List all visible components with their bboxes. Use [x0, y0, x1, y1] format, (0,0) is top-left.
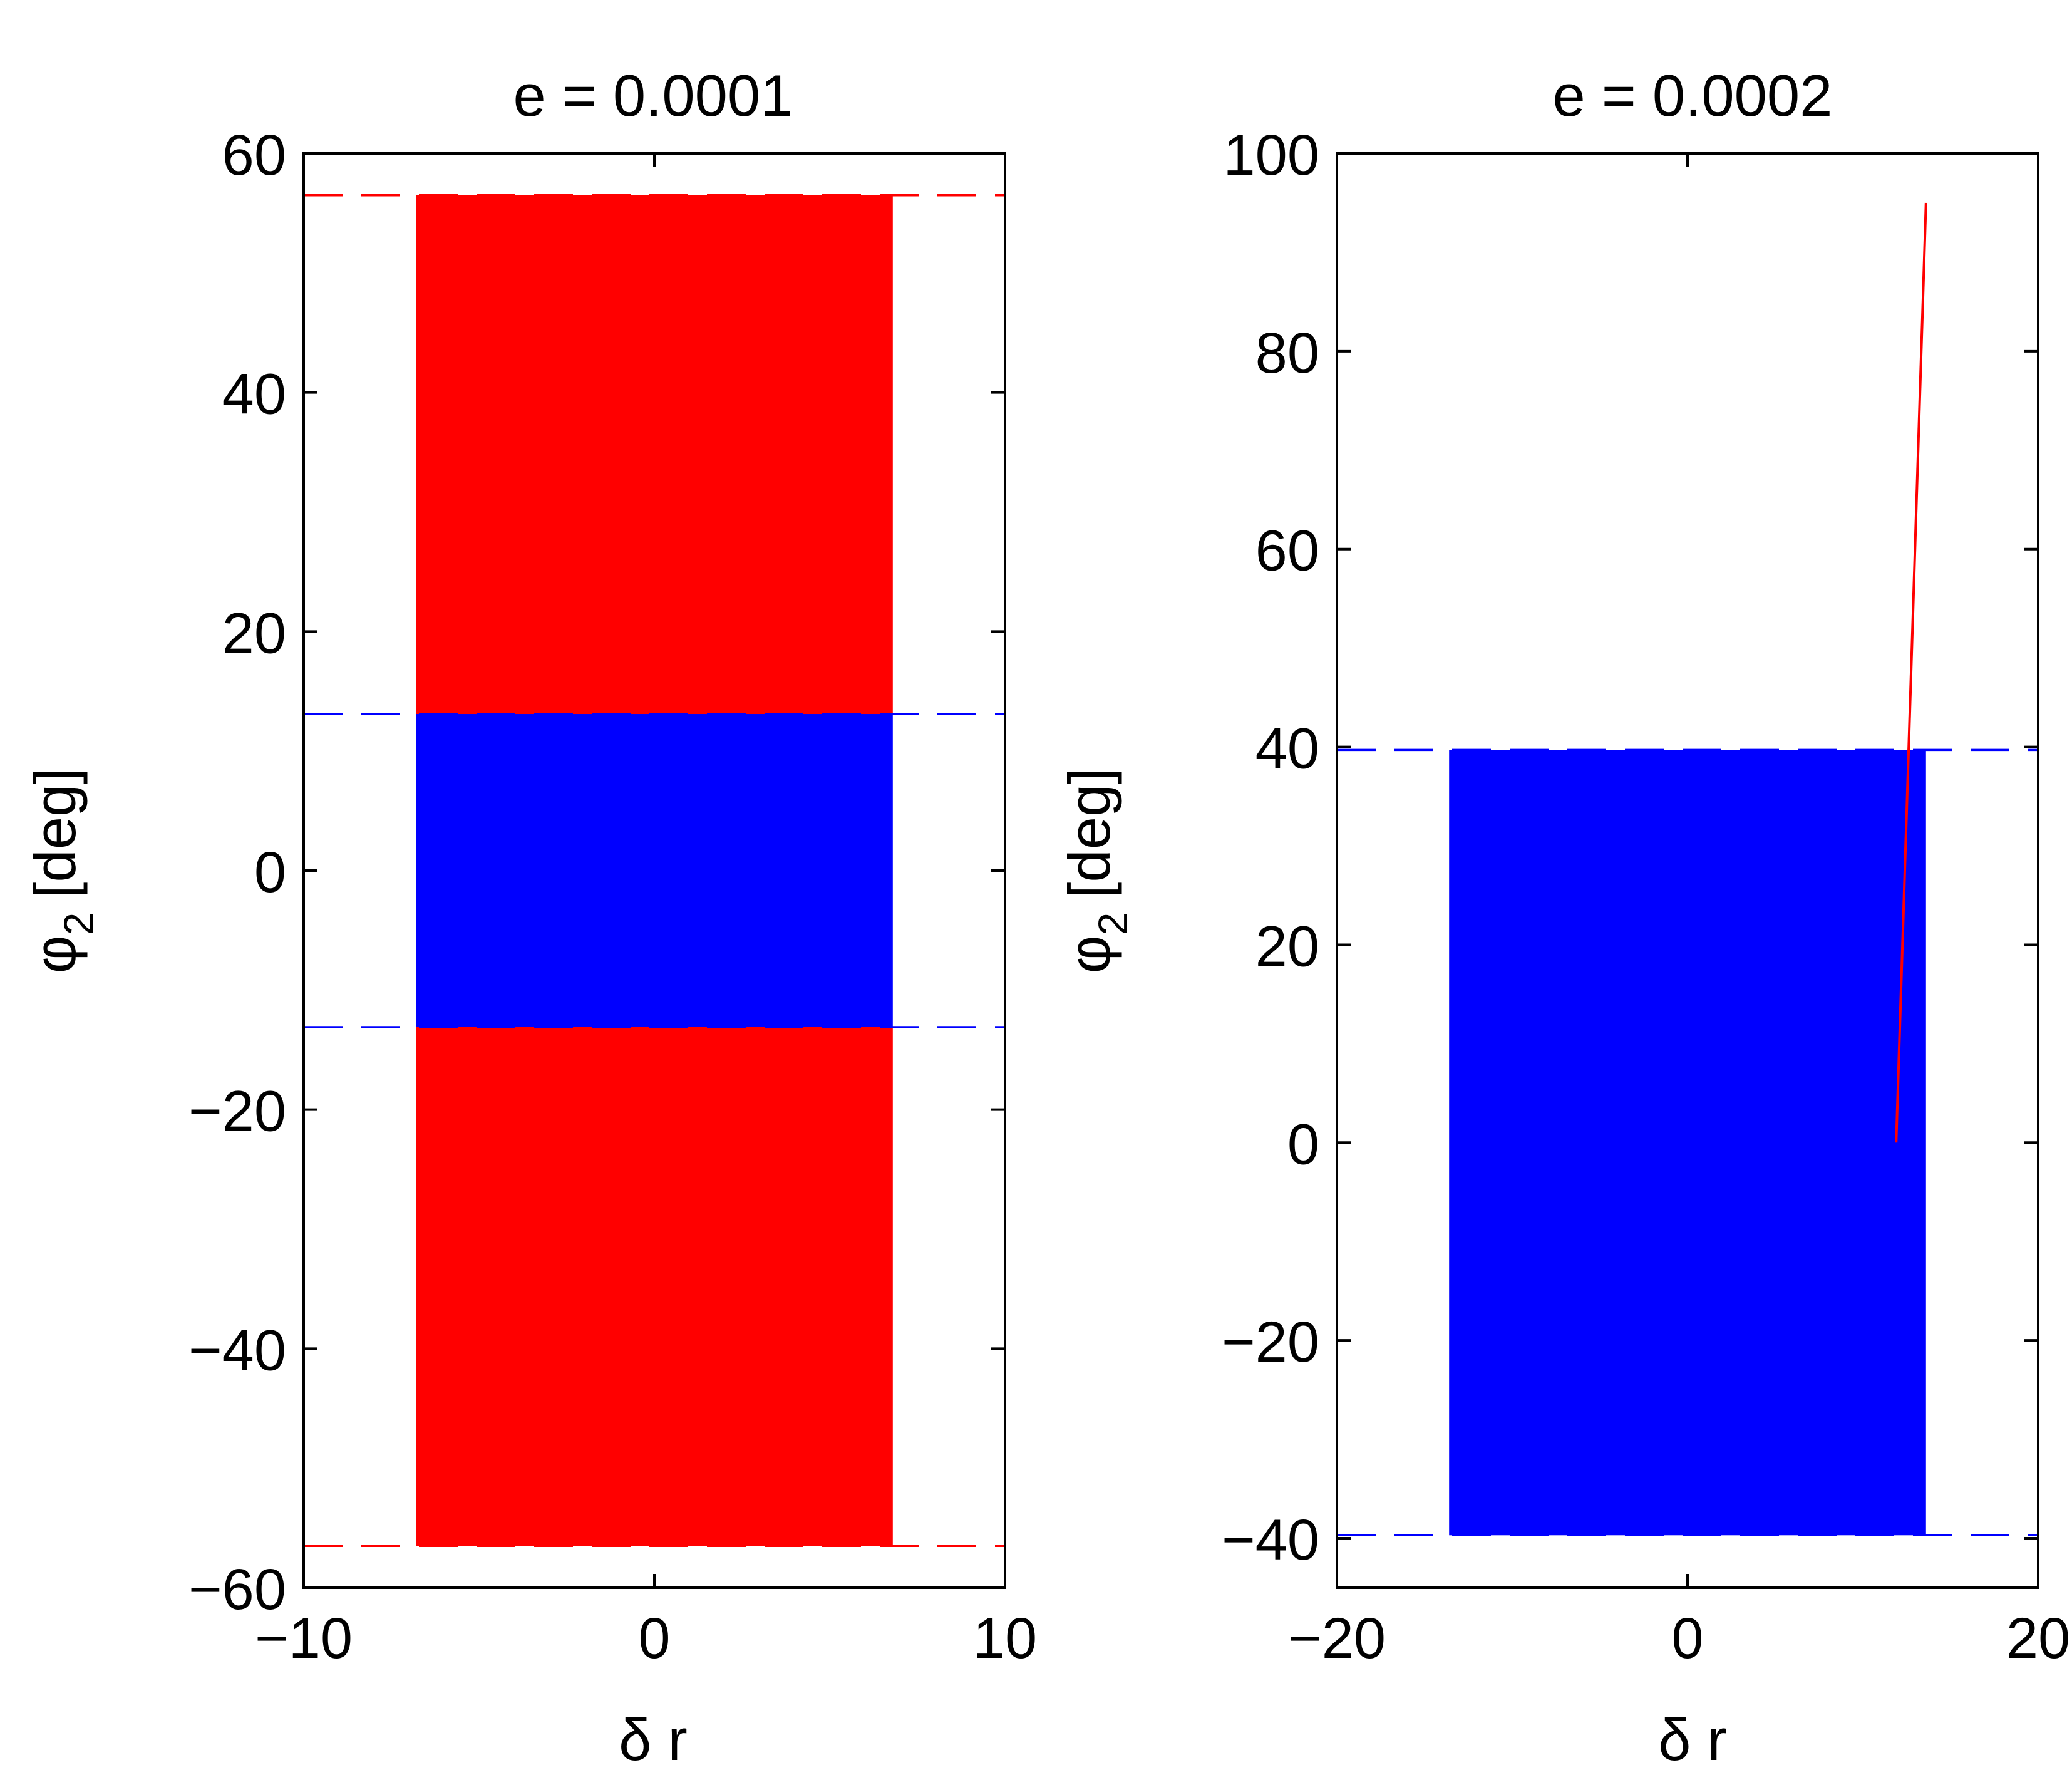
y-tick-label: 0 — [254, 841, 286, 904]
y-axis-symbol: φ — [22, 935, 88, 973]
y-tick-label: −40 — [1222, 1508, 1319, 1572]
y-tick-label: −20 — [188, 1080, 286, 1144]
y-tick-label: 100 — [1224, 123, 1320, 187]
region-blue-1 — [416, 714, 893, 1027]
y-tick-label: 80 — [1255, 321, 1319, 385]
chart-title: e = 0.0001 — [513, 63, 793, 128]
x-tick-label: 20 — [2006, 1607, 2070, 1670]
x-axis-variable: r — [668, 1707, 688, 1772]
x-tick-label: 0 — [638, 1607, 670, 1670]
x-tick-label: −10 — [255, 1607, 353, 1670]
y-axis-symbol: φ — [1056, 935, 1122, 973]
y-tick-label: 40 — [222, 363, 286, 427]
y-tick-label: 20 — [1255, 914, 1319, 978]
y-axis-subscript: 2 — [1090, 913, 1136, 936]
x-tick-label: 10 — [973, 1607, 1037, 1670]
trajectory-line — [1895, 202, 1927, 1143]
y-tick-label: 40 — [1255, 717, 1319, 781]
y-tick-label: −40 — [188, 1318, 286, 1382]
region-red-0 — [416, 195, 893, 715]
y-axis-label: φ2 [deg] — [22, 768, 101, 974]
x-axis-symbol: δ — [619, 1707, 651, 1772]
y-axis-unit: [deg] — [1056, 768, 1122, 899]
y-tick-label: −60 — [188, 1558, 286, 1622]
region-red-2 — [416, 1027, 893, 1546]
y-tick-label: 20 — [222, 601, 286, 665]
y-axis-label: φ2 [deg] — [1056, 768, 1136, 974]
y-tick-label: 0 — [1287, 1112, 1319, 1176]
x-tick-label: 0 — [1671, 1607, 1703, 1670]
y-tick-label: 60 — [1255, 519, 1319, 583]
x-axis-symbol: δ — [1658, 1707, 1691, 1772]
y-axis-unit: [deg] — [22, 768, 88, 899]
x-axis-variable: r — [1708, 1707, 1727, 1772]
x-tick-label: −20 — [1288, 1607, 1386, 1670]
y-tick-label: −20 — [1222, 1310, 1319, 1374]
region-blue-0 — [1449, 750, 1926, 1536]
y-axis-subscript: 2 — [55, 913, 101, 936]
y-tick-label: 60 — [222, 123, 286, 187]
chart-title: e = 0.0002 — [1553, 63, 1833, 128]
